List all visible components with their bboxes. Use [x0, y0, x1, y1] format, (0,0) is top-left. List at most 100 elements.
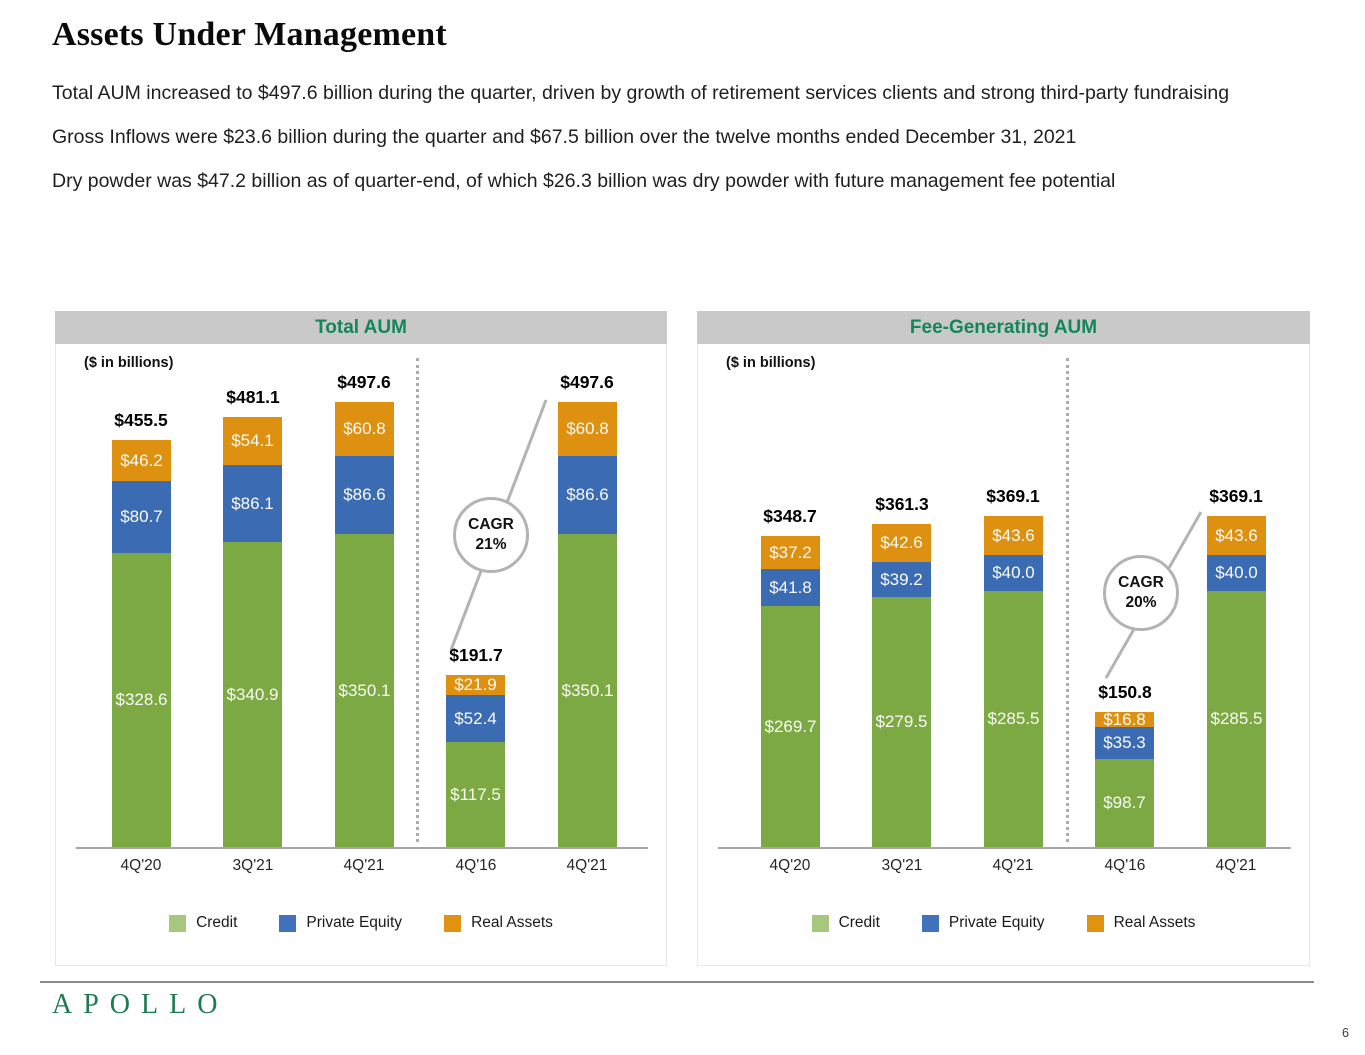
legend-label: Credit	[838, 914, 880, 931]
chart-plot-area: ($ in billions) $37.2 $41.8 $269.7 $348.7 4Q…	[697, 344, 1310, 966]
x-axis-label: 3Q'21	[232, 857, 274, 874]
bar-value-label: $279.5	[875, 712, 928, 731]
legend-swatch-credit	[811, 914, 829, 932]
units-label: ($ in billions)	[84, 355, 174, 371]
bar-segment-credit: $350.1	[558, 534, 617, 847]
bar-segment-credit: $269.7	[761, 606, 820, 847]
bar-stack-4Q20: $37.2 $41.8 $269.7	[761, 536, 820, 847]
bar-stack-3Q21: $42.6 $39.2 $279.5	[872, 524, 931, 847]
bar-value-label: $41.8	[769, 577, 812, 597]
bar-value-label: $43.6	[1215, 525, 1258, 545]
bar-total-label: $348.7	[763, 506, 817, 526]
cagr-value: 20%	[1125, 594, 1157, 611]
legend-label: Private Equity	[948, 914, 1045, 931]
bar-value-label: $86.6	[566, 485, 609, 504]
bar-value-label: $86.1	[231, 493, 274, 513]
bar-segment-credit: $285.5	[984, 591, 1043, 847]
bar-stack-4Q16: $16.8 $35.3 $98.7	[1095, 709, 1154, 847]
apollo-logo: APOLLO	[52, 989, 229, 1020]
bar-segment-credit: $285.5	[1207, 591, 1266, 847]
bar-value-label: $350.1	[561, 680, 614, 700]
chart-header: Total AUM	[55, 311, 667, 344]
x-axis-label: 4Q'16	[455, 857, 497, 874]
bar-value-label: $43.6	[992, 525, 1035, 545]
bar-segment-private-equity: $41.8	[761, 569, 820, 606]
cagr-value: 21%	[475, 536, 507, 553]
bar-total-label: $369.1	[1209, 486, 1263, 506]
chart-plot-area: ($ in billions) $46.2 $80.7 $328.6 $455.5 4Q…	[55, 344, 667, 966]
bar-total-label: $481.1	[226, 387, 280, 407]
bar-segment-real-assets: $43.6	[984, 516, 1043, 555]
cagr-badge: CAGR 21%	[453, 497, 529, 573]
legend-label: Real Assets	[1113, 914, 1196, 931]
bar-total-label: $191.7	[449, 645, 503, 665]
bar-segment-credit: $328.6	[112, 553, 171, 847]
bar-value-label: $39.2	[880, 569, 923, 589]
x-axis-label: 4Q'21	[343, 857, 385, 874]
bar-value-label: $98.7	[1103, 793, 1146, 812]
legend-item-real_assets: Real Assets	[1086, 914, 1196, 932]
bar-segment-credit: $117.5	[446, 742, 505, 847]
bar-segment-private-equity: $86.1	[223, 465, 282, 542]
bar-stack-3Q21: $54.1 $86.1 $340.9	[223, 417, 282, 847]
bar-segment-credit: $98.7	[1095, 759, 1154, 847]
bar-value-label: $40.0	[1215, 563, 1258, 582]
bar-total-label: $369.1	[986, 486, 1040, 506]
bar-segment-real-assets: $16.8	[1095, 709, 1154, 729]
bar-segment-real-assets: $43.6	[1207, 516, 1266, 555]
cagr-label: CAGR	[1118, 573, 1164, 591]
legend-swatch-real_assets	[444, 914, 462, 932]
legend-label: Credit	[196, 914, 238, 931]
bar-segment-private-equity: $39.2	[872, 562, 931, 597]
bar-value-label: $328.6	[115, 690, 168, 709]
bar-segment-private-equity: $40.0	[984, 555, 1043, 591]
bar-segment-real-assets: $60.8	[335, 402, 394, 456]
bar-segment-real-assets: $46.2	[112, 440, 171, 481]
bar-value-label: $40.0	[992, 563, 1035, 582]
chart-header: Fee-Generating AUM	[697, 311, 1310, 344]
page-title: Assets Under Management	[52, 16, 447, 53]
total-aum-panel: Total AUM ($ in billions) $46.2 $80.7 $328…	[55, 311, 667, 966]
bar-segment-credit: $350.1	[335, 534, 394, 847]
bar-segment-credit: $340.9	[223, 542, 282, 847]
bar-value-label: $35.3	[1103, 733, 1146, 752]
bar-total-label: $497.6	[560, 372, 614, 392]
bar-value-label: $54.1	[231, 431, 274, 450]
bar-stack-4Q21: $43.6 $40.0 $285.5	[984, 516, 1043, 847]
bar-value-label: $350.1	[338, 680, 391, 700]
legend-label: Private Equity	[306, 914, 403, 931]
footer-divider-line	[40, 981, 1314, 983]
bar-value-label: $21.9	[454, 675, 497, 694]
bar-segment-real-assets: $37.2	[761, 536, 820, 569]
bar-segment-private-equity: $35.3	[1095, 727, 1154, 759]
x-axis-label: 4Q'20	[120, 857, 162, 874]
bar-segment-private-equity: $52.4	[446, 695, 505, 742]
bar-stack-4Q21: $60.8 $86.6 $350.1	[335, 402, 394, 847]
summary-text-block: Total AUM increased to $497.6 billion du…	[52, 78, 1302, 210]
bar-total-label: $150.8	[1098, 682, 1152, 702]
bar-segment-real-assets: $42.6	[872, 524, 931, 562]
period-divider-dotted-line	[416, 358, 419, 842]
bar-stack-4Q21: $60.8 $86.6 $350.1	[558, 402, 617, 847]
bar-total-label: $361.3	[875, 494, 929, 514]
bar-value-label: $37.2	[769, 542, 812, 562]
legend-item-credit: Credit	[811, 914, 880, 932]
bar-value-label: $340.9	[226, 684, 279, 704]
x-axis-label: 4Q'21	[992, 857, 1034, 874]
bar-segment-private-equity: $86.6	[558, 456, 617, 534]
legend-item-credit: Credit	[169, 914, 237, 932]
bar-value-label: $86.6	[343, 485, 386, 504]
legend-swatch-real_assets	[1086, 914, 1104, 932]
bar-value-label: $60.8	[566, 419, 609, 438]
bar-stack-4Q21: $43.6 $40.0 $285.5	[1207, 516, 1266, 847]
bar-value-label: $269.7	[764, 716, 817, 736]
bar-value-label: $42.6	[880, 533, 923, 552]
chart-legend: Credit Private Equity Real Assets	[698, 914, 1309, 932]
page-number: 6	[1342, 1026, 1349, 1040]
bar-value-label: $16.8	[1103, 709, 1146, 729]
bar-value-label: $285.5	[1210, 709, 1263, 728]
bar-value-label: $60.8	[343, 419, 386, 438]
fee-generating-aum-panel: Fee-Generating AUM ($ in billions) $37.2…	[697, 311, 1310, 966]
units-label: ($ in billions)	[726, 355, 816, 371]
chart-legend: Credit Private Equity Real Assets	[56, 914, 666, 932]
